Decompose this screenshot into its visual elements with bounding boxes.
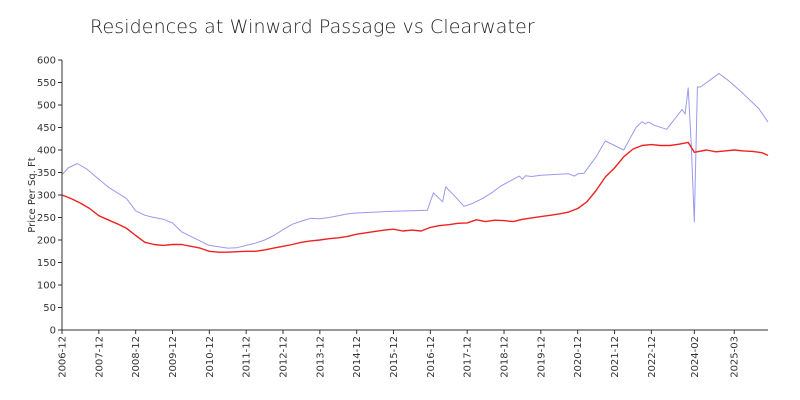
x-tick-label: 2012-12 [279,336,290,378]
x-axis-ticks: 2006-12 2007-12 2008-12 2009-12 2010-12 2011-… [58,330,741,378]
x-tick-label: 2014-12 [352,336,363,378]
y-tick-label: 150 [37,258,56,269]
x-tick-label: 2011-12 [242,336,253,378]
y-axis-ticks: 0 50 100 150 200 250 300 350 400 450 500 550 600 [37,56,62,337]
y-tick-label: 300 [37,191,56,202]
chart-title: Residences at Winward Passage vs Clearwa… [90,16,535,38]
x-tick-label: 2008-12 [131,336,142,378]
axes [61,60,768,331]
x-tick-label: 2010-12 [205,336,216,378]
y-tick-label: 0 [50,326,56,337]
x-tick-label: 2022-12 [647,336,658,378]
x-tick-label: 2009-12 [168,336,179,378]
x-tick-label: 2024-02 [690,336,701,378]
x-tick-label: 2013-12 [315,336,326,378]
x-tick-label: 2021-12 [610,336,621,378]
y-tick-label: 550 [37,78,56,89]
y-tick-label: 500 [37,101,56,112]
x-tick-label: 2018-12 [500,336,511,378]
y-tick-label: 250 [37,213,56,224]
y-tick-label: 450 [37,123,56,134]
series-line-residences-at-winward-passage [61,73,769,249]
y-tick-label: 350 [37,168,56,179]
x-tick-label: 2020-12 [573,336,584,378]
plot-area [61,73,769,253]
y-tick-label: 600 [37,56,56,67]
series-line-clearwater [61,141,769,253]
x-tick-label: 2025-03 [730,336,741,378]
x-tick-label: 2017-12 [463,336,474,378]
y-tick-label: 50 [43,303,56,314]
x-tick-label: 2019-12 [536,336,547,378]
y-tick-label: 100 [37,281,56,292]
y-tick-label: 200 [37,236,56,247]
x-tick-label: 2007-12 [94,336,105,378]
x-tick-label: 2015-12 [389,336,400,378]
x-tick-label: 2006-12 [58,336,69,378]
x-tick-label: 2016-12 [426,336,437,378]
y-tick-label: 400 [37,146,56,157]
y-axis-label: Price Per Sq. Ft [27,157,38,232]
